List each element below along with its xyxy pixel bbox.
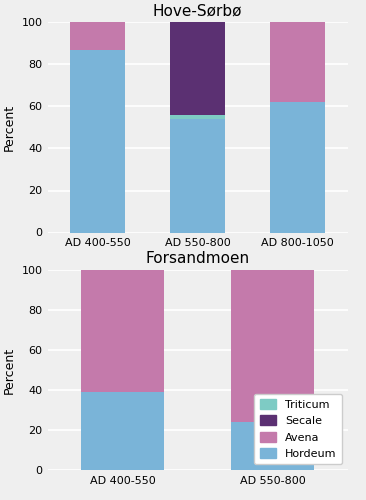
Bar: [81, 392, 164, 470]
Bar: [170, 22, 225, 115]
Bar: [231, 422, 314, 470]
Bar: [70, 22, 125, 50]
Bar: [70, 50, 125, 232]
Bar: [170, 115, 225, 119]
Bar: [270, 22, 325, 102]
Title: Forsandmoen: Forsandmoen: [146, 251, 250, 266]
Bar: [270, 102, 325, 232]
Bar: [81, 270, 164, 392]
Y-axis label: Percent: Percent: [3, 346, 16, 394]
Title: Hove-Sørbø: Hove-Sørbø: [153, 4, 242, 18]
Legend: Triticum, Secale, Avena, Hordeum: Triticum, Secale, Avena, Hordeum: [254, 394, 342, 464]
Y-axis label: Percent: Percent: [3, 104, 16, 151]
Bar: [231, 270, 314, 422]
Bar: [170, 119, 225, 232]
